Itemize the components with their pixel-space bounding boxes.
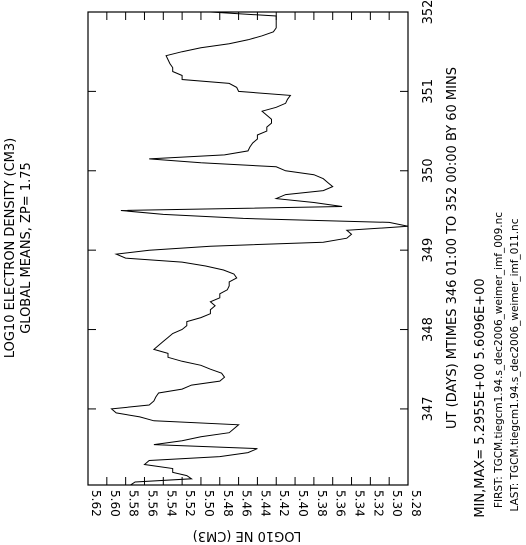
y-tick-label: 5.34 xyxy=(353,490,367,517)
y-axis-label: LOG10 NE (CM3) xyxy=(193,528,302,543)
y-tick-label: 5.42 xyxy=(277,490,291,517)
y-tick-label: 5.58 xyxy=(127,490,141,517)
x-tick-label: 352 xyxy=(421,0,436,24)
y-tick-label: 5.32 xyxy=(371,490,385,517)
x-tick-label: 348 xyxy=(421,317,436,342)
y-tick-label: 5.52 xyxy=(183,490,197,517)
first-file-label: FIRST: TGCM.tiegcm1.94.s_dec2006_weimer_… xyxy=(493,212,505,508)
chart-subtitle: GLOBAL MEANS, ZP= 1.75 xyxy=(19,162,34,334)
x-tick-label: 347 xyxy=(421,397,436,422)
y-tick-label: 5.40 xyxy=(296,490,310,517)
last-file-label: LAST: TGCM.tiegcm1.94.s_dec2006_weimer_i… xyxy=(509,218,521,511)
x-axis-label: UT (DAYS) MTIMES 346 01:00 TO 352 00:00 … xyxy=(445,67,460,429)
y-tick-label: 5.36 xyxy=(334,490,348,517)
y-tick-label: 5.50 xyxy=(202,490,216,517)
y-tick-label: 5.62 xyxy=(89,490,103,517)
y-tick-label: 5.46 xyxy=(240,490,254,517)
y-tick-label: 5.60 xyxy=(108,490,122,517)
y-axis: 5.62 5.60 5.58 5.56 5.54 5.52 5.50 5.48 5.46 5.44… xyxy=(87,12,423,517)
x-tick-label: 349 xyxy=(421,238,436,263)
x-tick-label: 350 xyxy=(421,158,436,183)
y-tick-label: 5.54 xyxy=(164,490,178,517)
y-tick-label: 5.28 xyxy=(409,490,423,517)
x-tick-label: 351 xyxy=(421,79,436,104)
y-tick-label: 5.30 xyxy=(390,490,404,517)
x-axis: 347 348 349 350 351 352 xyxy=(88,0,436,421)
series-line xyxy=(110,11,409,486)
y-tick-label: 5.38 xyxy=(315,490,329,517)
plot-frame xyxy=(87,11,409,486)
y-tick-label: 5.48 xyxy=(221,490,235,517)
chart-title: LOG10 ELECTRON DENSITY (CM3) xyxy=(3,138,18,358)
y-tick-label: 5.44 xyxy=(258,490,272,517)
min-max-readout: MIN,MAX= 5.2955E+00 5.6096E+00 xyxy=(473,278,488,517)
y-tick-label: 5.56 xyxy=(145,490,159,517)
